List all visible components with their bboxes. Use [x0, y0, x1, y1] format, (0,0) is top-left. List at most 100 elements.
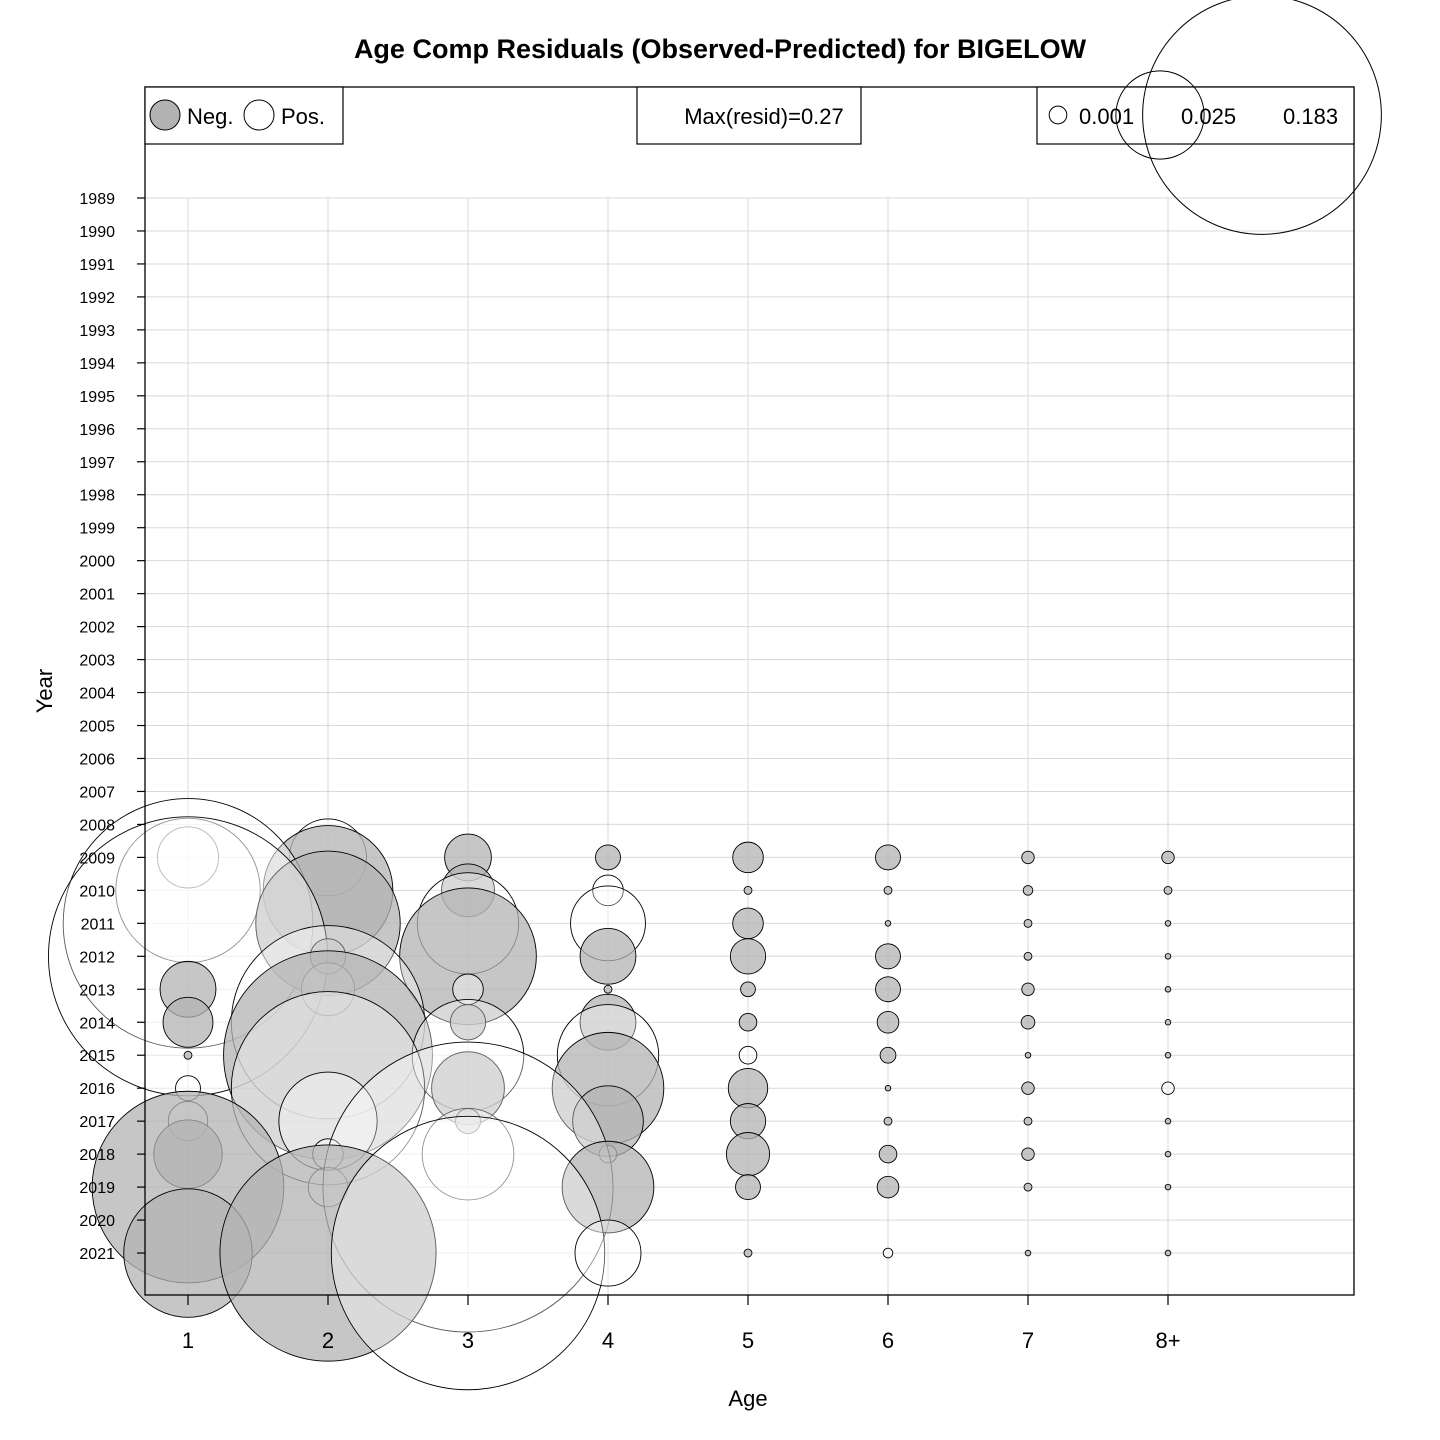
y-tick-label: 2001 — [79, 587, 115, 604]
legend-size-symbols — [1048, 0, 1382, 235]
x-tick-label: 1 — [182, 1328, 194, 1353]
bubble-point — [1164, 1150, 1172, 1158]
bubble-point — [156, 826, 220, 889]
y-tick-label: 1993 — [79, 323, 115, 340]
bubble-point — [875, 976, 901, 1003]
x-axis-label: Age — [728, 1386, 767, 1411]
bubble-point — [879, 1046, 897, 1064]
bubble-point — [1163, 885, 1173, 895]
bubble-point — [738, 1012, 758, 1032]
bubble-point — [883, 885, 893, 895]
y-tick-label: 2009 — [79, 850, 115, 867]
legend-pos-label: Pos. — [281, 104, 325, 129]
x-tick-label: 5 — [742, 1328, 754, 1353]
bubble-point — [740, 981, 756, 998]
bubble-point — [1161, 1081, 1175, 1095]
y-tick-label: 2013 — [79, 982, 115, 999]
bubble-point — [592, 874, 624, 907]
legend-sign: Neg. Pos. — [144, 86, 344, 145]
y-tick-label: 1997 — [79, 455, 115, 472]
legend-size-label-small: 0.001 — [1079, 104, 1134, 129]
bubble-point — [725, 1132, 771, 1177]
y-axis-ticks: 1989 1990 1991 1992 1993 1994 1995 1996 1997 1998… — [79, 191, 145, 1263]
bubble-point — [421, 1107, 515, 1201]
y-tick-label: 2003 — [79, 653, 115, 670]
bubble-point — [884, 920, 892, 927]
y-tick-label: 1996 — [79, 422, 115, 439]
bubble-point — [1164, 1117, 1172, 1125]
bubble-point — [735, 1174, 761, 1201]
bubble-point — [878, 1144, 898, 1164]
y-tick-label: 2021 — [79, 1246, 115, 1263]
bubble-point — [1024, 1249, 1032, 1257]
bubble-point — [729, 938, 767, 975]
bubble-point — [574, 1219, 642, 1287]
y-tick-label: 2017 — [79, 1114, 115, 1131]
bubble-point — [743, 1248, 753, 1258]
bubble-point — [183, 1050, 193, 1060]
y-tick-label: 1989 — [79, 191, 115, 208]
legend-sizes-box — [1036, 86, 1355, 145]
bubble-point — [219, 1144, 437, 1362]
y-tick-label: 1994 — [79, 356, 115, 373]
bubble-point — [449, 1004, 487, 1041]
bubble-point — [1164, 1249, 1172, 1257]
bubble-point — [738, 1045, 758, 1065]
legend-pos-symbol — [243, 99, 275, 131]
bubble-point — [1164, 986, 1172, 993]
bubble-point — [1022, 885, 1034, 896]
legend-max: Max(resid)=0.27 — [636, 86, 862, 145]
bubble-point — [882, 1247, 894, 1259]
y-tick-label: 1998 — [79, 488, 115, 505]
bubble-point — [732, 907, 764, 940]
legend-size-symbol — [1142, 0, 1382, 235]
chart-title: Age Comp Residuals (Observed-Predicted) … — [354, 34, 1087, 64]
bubble-point — [1164, 1051, 1172, 1059]
bubble-point — [561, 1140, 655, 1234]
bubble-point — [1023, 1182, 1033, 1192]
bubble-point — [330, 1115, 606, 1391]
y-tick-label: 2012 — [79, 949, 115, 966]
bubble-point — [1023, 918, 1033, 928]
y-tick-label: 2011 — [81, 916, 116, 933]
legend-max-box — [636, 86, 862, 145]
bubble-point — [732, 841, 764, 874]
bubble-point — [1164, 920, 1172, 927]
bubble-point — [876, 1010, 900, 1034]
legend-size-symbol — [1048, 105, 1068, 125]
y-tick-label: 2019 — [79, 1180, 115, 1197]
y-tick-label: 1995 — [79, 389, 115, 406]
bubble-point — [1024, 1051, 1032, 1059]
bubble-point — [1164, 1019, 1172, 1026]
y-tick-label: 1999 — [79, 521, 115, 538]
y-tick-label: 2008 — [79, 817, 115, 834]
bubble-point — [1023, 1116, 1033, 1126]
y-tick-label: 1990 — [79, 224, 115, 241]
y-tick-label: 1992 — [79, 290, 115, 307]
y-tick-label: 2002 — [79, 620, 115, 637]
bubble-point — [603, 984, 613, 994]
y-tick-label: 2018 — [79, 1147, 115, 1164]
legend-size-label-medium: 0.025 — [1181, 104, 1236, 129]
y-tick-label: 2020 — [79, 1213, 115, 1230]
bubble-point — [1021, 982, 1035, 996]
bubble-point — [875, 844, 901, 871]
y-tick-label: 2000 — [79, 554, 115, 571]
legend-size-symbol — [1115, 70, 1205, 160]
x-tick-label: 4 — [602, 1328, 614, 1353]
bubble-point — [876, 1175, 900, 1199]
legend-max-label: Max(resid)=0.27 — [684, 104, 844, 129]
bubble-point — [1021, 1081, 1035, 1095]
bubble-point — [1161, 850, 1175, 865]
legend-neg-symbol — [149, 99, 181, 131]
legend-sizes: 0.001 0.025 0.183 — [1036, 0, 1382, 235]
bubble-point — [883, 1116, 893, 1126]
bubble-point — [884, 1084, 892, 1092]
bubble-marks — [48, 798, 1175, 1391]
y-axis-label: Year — [32, 669, 57, 713]
bubble-point — [1020, 1014, 1036, 1030]
x-tick-label: 3 — [462, 1328, 474, 1353]
bubble-point — [595, 844, 621, 871]
x-tick-label: 6 — [882, 1328, 894, 1353]
